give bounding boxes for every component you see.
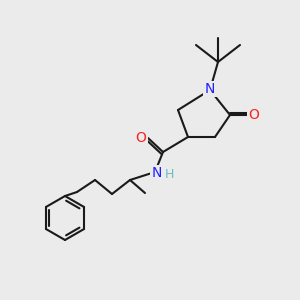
Text: O: O [136,131,146,145]
Text: H: H [164,169,174,182]
Text: O: O [249,108,260,122]
Text: N: N [152,166,162,180]
Text: N: N [205,82,215,96]
